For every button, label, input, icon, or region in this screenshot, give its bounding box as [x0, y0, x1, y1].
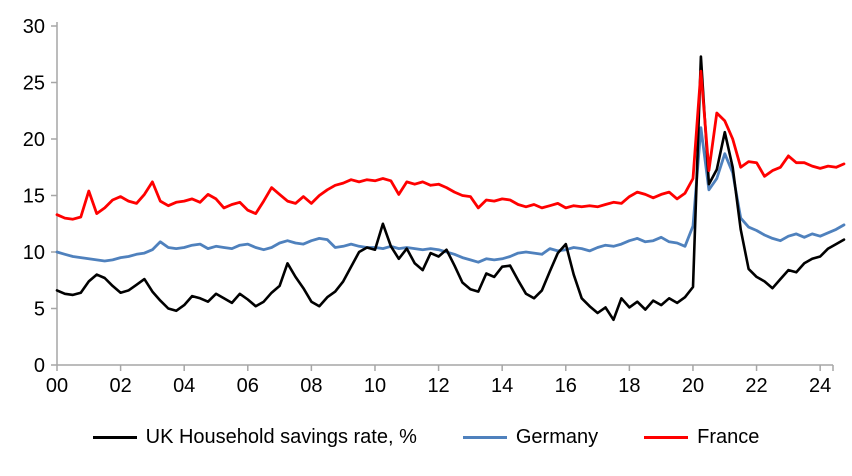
- chart-legend: UK Household savings rate, % Germany Fra…: [0, 426, 852, 449]
- legend-label-uk: UK Household savings rate, %: [145, 426, 417, 448]
- series-line-france: [55, 69, 846, 221]
- legend-label-germany: Germany: [515, 426, 599, 448]
- germany-line-swatch: [462, 436, 507, 439]
- series-line-germany: [55, 126, 846, 264]
- uk-line-swatch: [92, 436, 137, 439]
- x-tick-label: 20: [682, 375, 704, 397]
- legend-label-france: France: [697, 426, 760, 448]
- y-tick-label: 5: [34, 299, 45, 321]
- x-tick-label: 22: [745, 375, 767, 397]
- legend-item-uk: UK Household savings rate, %: [92, 426, 417, 449]
- legend-item-france: France: [644, 426, 759, 449]
- x-tick-label: 18: [618, 375, 640, 397]
- legend-item-germany: Germany: [462, 426, 599, 449]
- y-tick-label: 0: [34, 355, 45, 377]
- x-tick-label: 00: [46, 375, 68, 397]
- x-tick-label: 02: [109, 375, 131, 397]
- x-tick-label: 14: [491, 375, 513, 397]
- x-tick-label: 10: [364, 375, 386, 397]
- france-line-swatch: [644, 436, 689, 439]
- x-tick-label: 12: [427, 375, 449, 397]
- x-tick-label: 24: [809, 375, 831, 397]
- x-tick-label: 06: [237, 375, 259, 397]
- x-tick-label: 04: [173, 375, 195, 397]
- y-tick-label: 15: [23, 186, 45, 208]
- y-tick-label: 30: [23, 16, 45, 38]
- line-chart-plot: 0 5 10 15 20 25 30 00 02 04 06 08 10 12 14 16 18 20 22 24: [23, 16, 846, 397]
- x-tick-label: 16: [555, 375, 577, 397]
- y-tick-label: 25: [23, 73, 45, 95]
- series-line-uk-household-savings-rate: [55, 55, 846, 322]
- x-tick-label: 08: [300, 375, 322, 397]
- y-tick-label: 10: [23, 242, 45, 264]
- y-tick-label: 20: [23, 129, 45, 151]
